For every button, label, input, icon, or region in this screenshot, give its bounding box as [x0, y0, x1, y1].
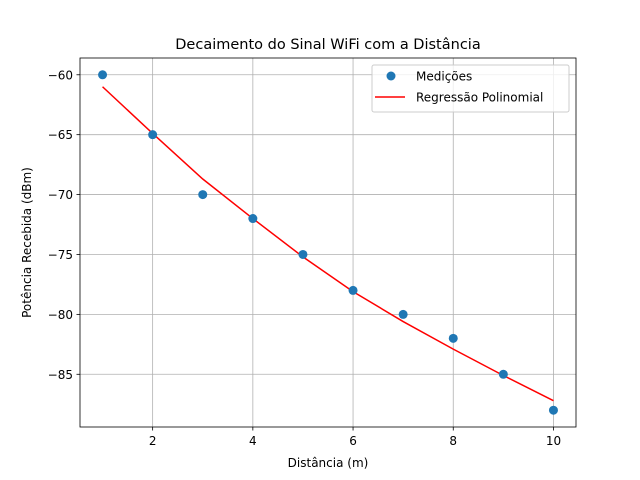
plot-frame	[79, 57, 577, 428]
legend: Medições Regressão Polinomial	[371, 64, 570, 113]
x-tick-label: 10	[546, 434, 561, 448]
y-tick-label: −80	[48, 308, 73, 322]
x-axis-label: Distância (m)	[288, 456, 369, 470]
scatter-point	[348, 285, 358, 295]
scatter-point	[98, 70, 108, 80]
plot-series	[98, 70, 558, 415]
scatter-point	[198, 190, 208, 200]
x-tick-label: 4	[249, 434, 257, 448]
scatter-point	[548, 405, 558, 415]
x-tick-label: 2	[149, 434, 157, 448]
legend-box	[371, 64, 570, 113]
y-tick-label: −65	[48, 128, 73, 142]
x-tick-label: 6	[349, 434, 357, 448]
legend-label-medicoes: Medições	[416, 70, 472, 84]
legend-label-regressao: Regressão Polinomial	[416, 91, 543, 105]
scatter-point	[498, 369, 508, 379]
regression-line	[102, 86, 554, 402]
scatter-point	[448, 333, 458, 343]
scatter-point	[398, 309, 408, 319]
chart-title: Decaimento do Sinal WiFi com a Distância	[175, 37, 480, 53]
y-tick-label: −60	[48, 68, 73, 82]
y-axis-label: Potência Recebida (dBm)	[20, 167, 34, 318]
y-tick-label: −75	[48, 248, 73, 262]
grid	[80, 58, 576, 427]
y-tick-label: −85	[48, 368, 73, 382]
scatter-point	[248, 214, 258, 224]
legend-marker-medicoes	[386, 71, 396, 81]
x-tick-label: 8	[449, 434, 457, 448]
y-tick-label: −70	[48, 188, 73, 202]
scatter-point	[298, 249, 308, 259]
scatter-point	[148, 130, 158, 140]
axis-ticks: 2 4 6 8 10 −60 −65 −70 −75 −80 −85	[48, 68, 561, 448]
